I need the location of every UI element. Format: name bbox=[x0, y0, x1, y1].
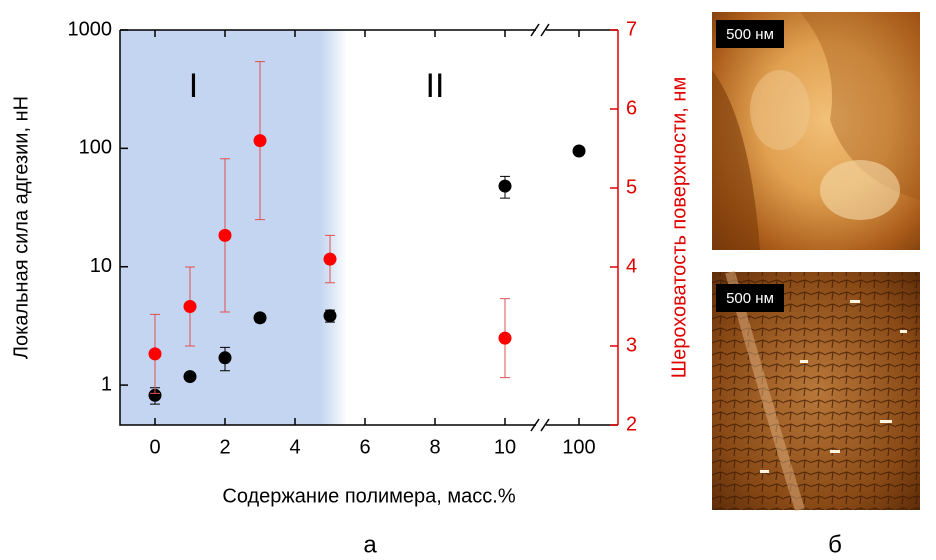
data-point bbox=[183, 370, 197, 384]
data-point bbox=[498, 179, 512, 193]
data-point bbox=[148, 347, 162, 361]
data-point bbox=[498, 331, 512, 345]
y2-tick-label: 7 bbox=[626, 18, 637, 40]
x-tick-label: 0 bbox=[149, 436, 160, 458]
left-axis bbox=[119, 30, 618, 426]
data-point bbox=[218, 351, 232, 365]
data-point bbox=[218, 228, 232, 242]
axis-break bbox=[530, 23, 550, 37]
data-point bbox=[183, 300, 197, 313]
data-point bbox=[572, 144, 586, 158]
y2-tick-label: 6 bbox=[626, 97, 637, 119]
afm-images: 500 нм 500 нм bbox=[712, 12, 920, 512]
y2-axis-label: Шероховатость поверхности, нм bbox=[668, 77, 690, 378]
x-tick-label: 10 bbox=[494, 436, 516, 458]
x-tick-label: 4 bbox=[289, 436, 300, 458]
scale-box bbox=[716, 20, 784, 48]
data-point bbox=[148, 388, 162, 402]
y2-tick-label: 5 bbox=[626, 176, 637, 198]
caption: б bbox=[828, 531, 842, 558]
scale-label: 500 нм bbox=[726, 290, 774, 307]
axis-break bbox=[530, 418, 550, 432]
x-tick-label: 6 bbox=[359, 436, 370, 458]
y2-tick-label: 3 bbox=[626, 334, 637, 356]
scale-box bbox=[716, 284, 784, 312]
data-point bbox=[323, 252, 337, 266]
x-axis-label: Содержание полимера, масс.% bbox=[222, 485, 515, 507]
scale-label: 500 нм bbox=[726, 26, 774, 43]
caption: а bbox=[363, 531, 377, 558]
y-tick-label: 1 bbox=[101, 373, 112, 395]
data-point bbox=[253, 134, 267, 148]
y2-tick-label: 4 bbox=[626, 255, 637, 277]
x-tick-label: 100 bbox=[562, 436, 595, 458]
region-label: I bbox=[189, 67, 198, 105]
y-tick-label: 100 bbox=[79, 137, 112, 159]
x-tick-label: 8 bbox=[429, 436, 440, 458]
shaded-region bbox=[120, 30, 348, 425]
y-axis-label: Локальная сила адгезии, нН bbox=[10, 96, 32, 359]
data-point bbox=[323, 309, 337, 323]
y-tick-label: 1000 bbox=[68, 18, 113, 40]
y-tick-label: 10 bbox=[90, 255, 112, 277]
data-point bbox=[253, 311, 267, 325]
y2-tick-label: 2 bbox=[626, 413, 637, 435]
x-tick-label: 2 bbox=[219, 436, 230, 458]
region-label: II bbox=[426, 67, 445, 105]
